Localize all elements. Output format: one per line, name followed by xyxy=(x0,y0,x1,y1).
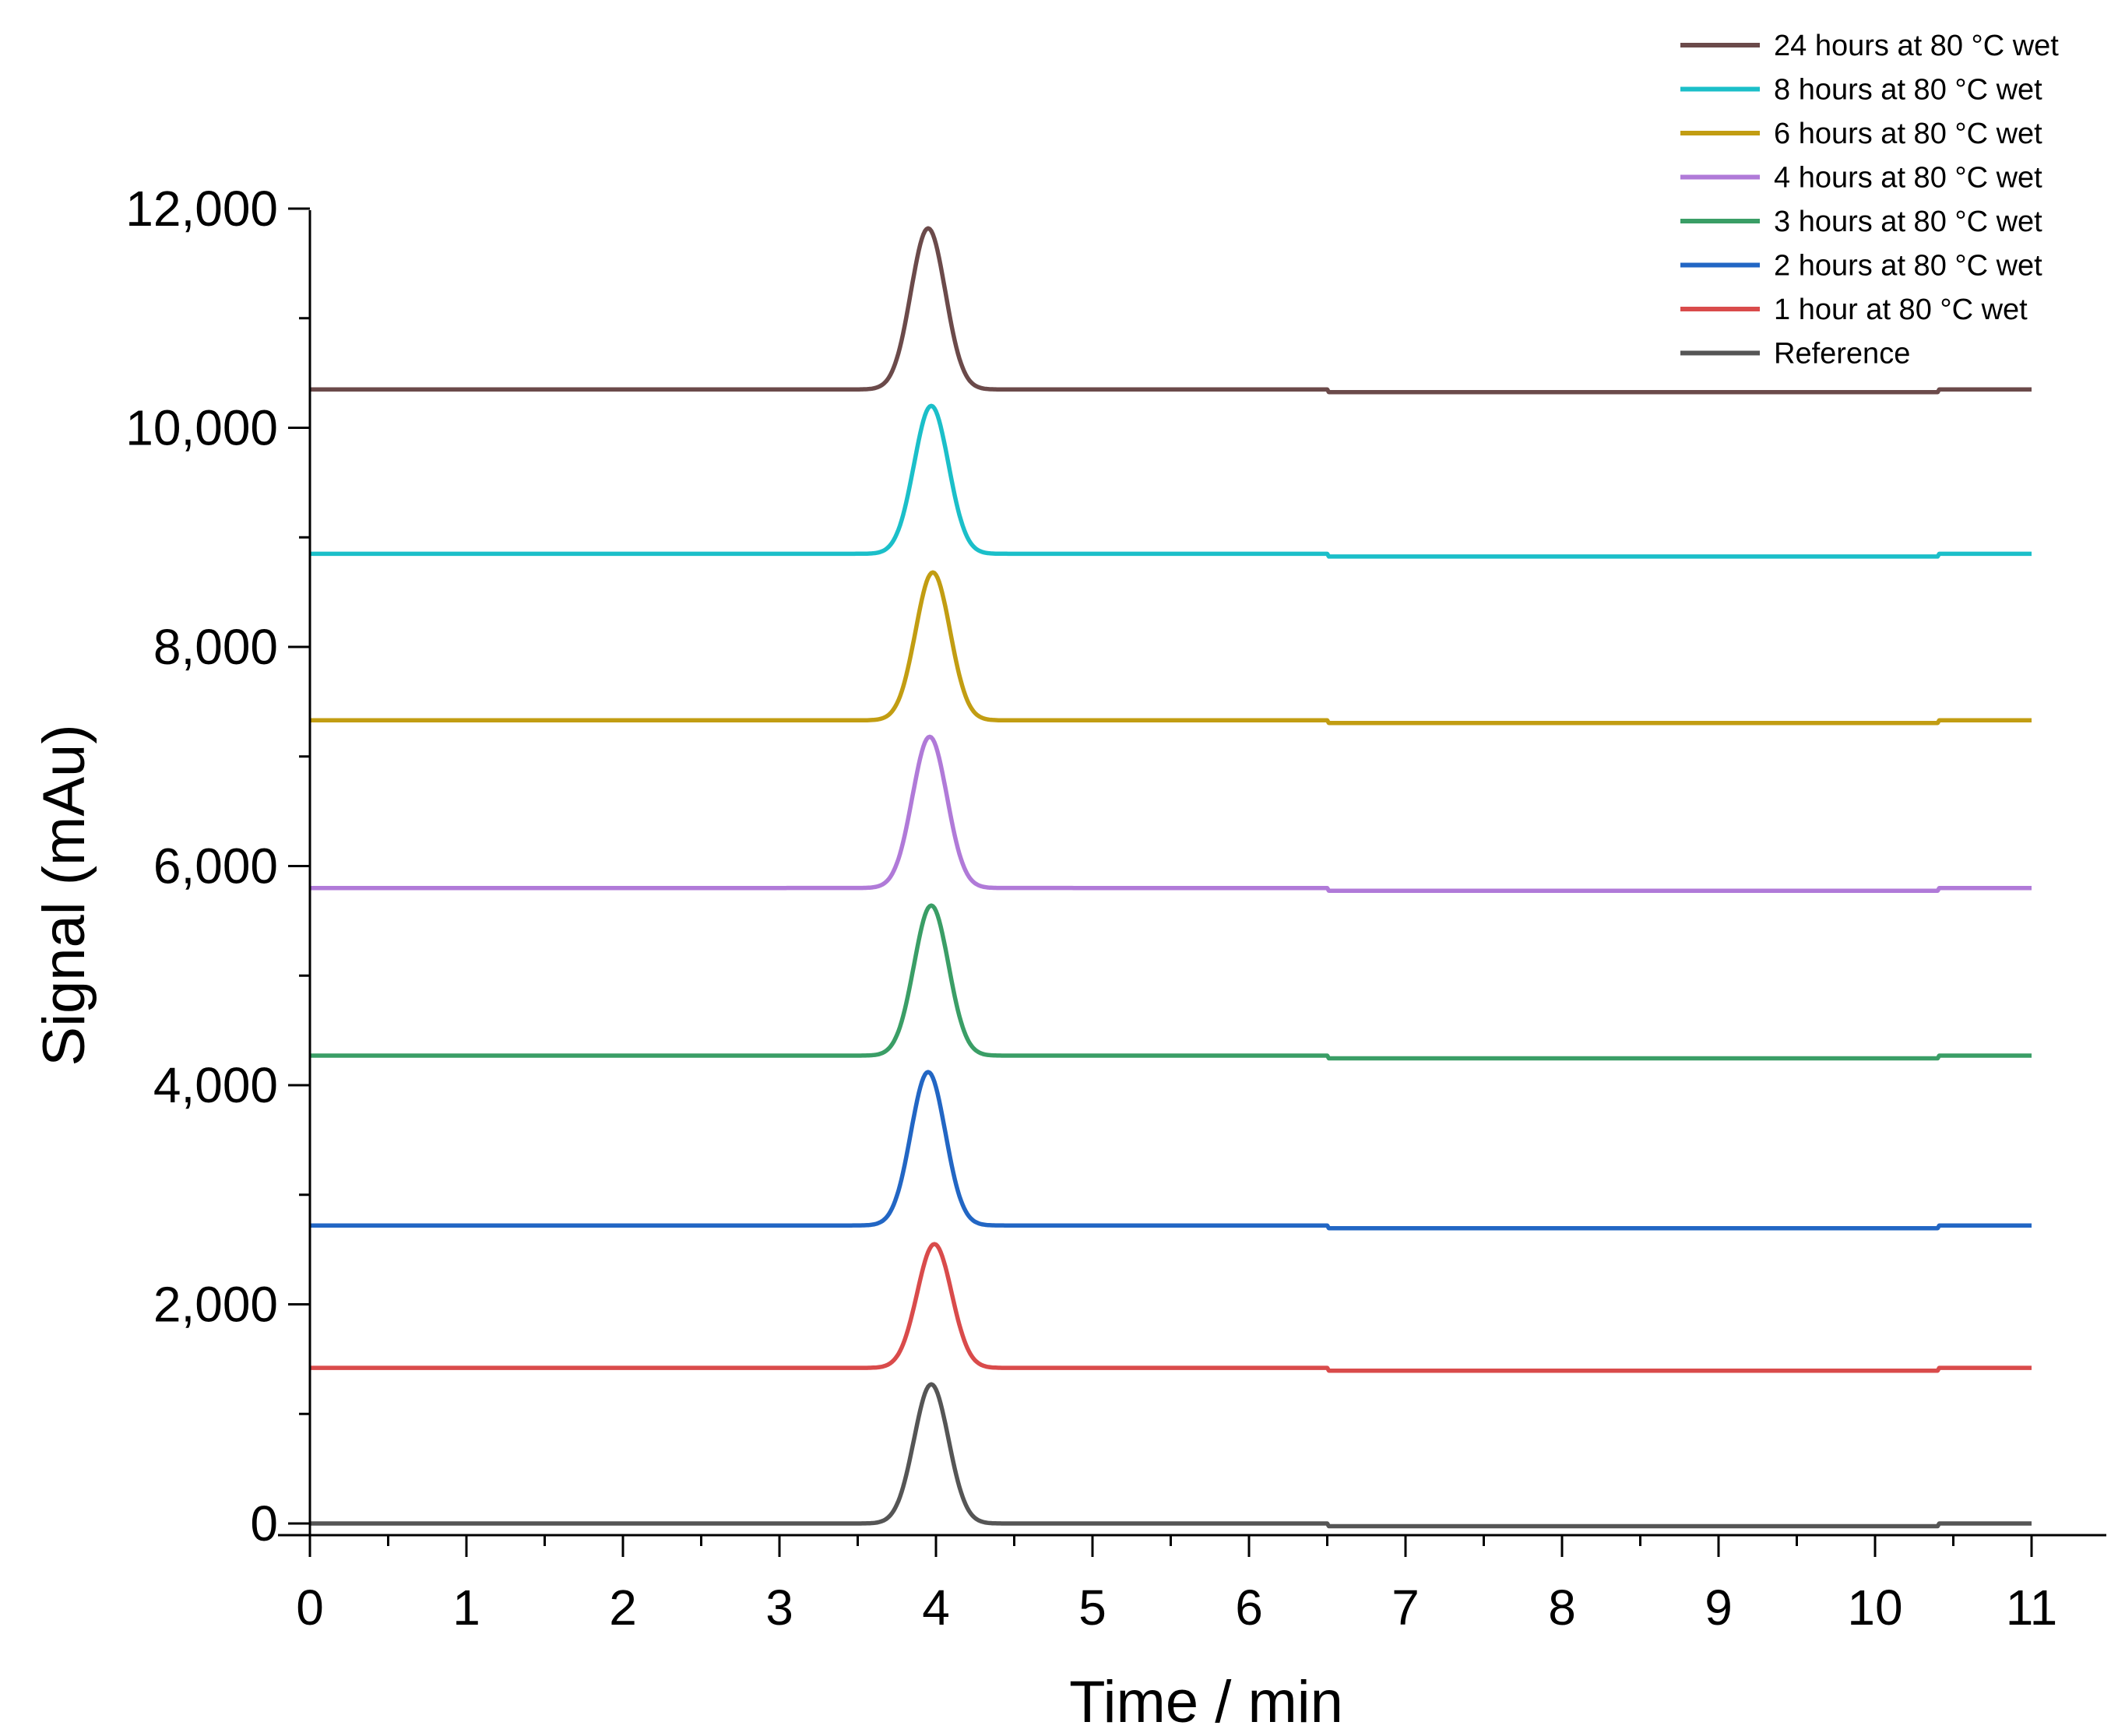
series-line xyxy=(309,734,2032,893)
y-tick-label: 6,000 xyxy=(153,838,278,894)
series-line xyxy=(309,1242,2032,1373)
x-tick-label: 7 xyxy=(1391,1580,1420,1636)
x-tick-label: 11 xyxy=(2006,1580,2057,1636)
legend-label: 2 hours at 80 °C wet xyxy=(1774,250,2042,283)
legend-label: 4 hours at 80 °C wet xyxy=(1774,162,2042,195)
x-tick-label: 3 xyxy=(765,1580,793,1636)
x-tick-label: 0 xyxy=(296,1580,324,1636)
series-line xyxy=(309,1070,2032,1231)
series-line xyxy=(309,903,2032,1061)
legend-label: 1 hour at 80 °C wet xyxy=(1774,293,2028,326)
x-ticks: 0 1 2 3 4 5 6 7 8 9 10 11 xyxy=(296,1535,2057,1636)
x-tick-label: 1 xyxy=(452,1580,480,1636)
legend-label: 8 hours at 80 °C wet xyxy=(1774,74,2042,107)
series-line xyxy=(309,403,2032,559)
legend: 24 hours at 80 °C wet 8 hours at 80 °C we… xyxy=(1680,30,2059,371)
y-tick-label: 12,000 xyxy=(125,181,278,237)
series-line xyxy=(309,570,2032,726)
series-line xyxy=(309,1382,2032,1529)
x-tick-label: 9 xyxy=(1705,1580,1733,1636)
x-tick-label: 10 xyxy=(1847,1580,1902,1636)
x-tick-label: 8 xyxy=(1548,1580,1576,1636)
y-tick-label: 2,000 xyxy=(153,1277,278,1333)
y-axis-title: Signal (mAu) xyxy=(31,724,97,1066)
y-tick-label: 0 xyxy=(250,1495,278,1552)
series-layer xyxy=(309,226,2032,1529)
x-tick-label: 5 xyxy=(1078,1580,1106,1636)
legend-label: 3 hours at 80 °C wet xyxy=(1774,206,2042,238)
x-axis-title: Time / min xyxy=(1069,1669,1343,1735)
y-ticks: 0 2,000 4,000 6,000 8,000 10,000 12,000 xyxy=(125,181,310,1552)
y-tick-label: 4,000 xyxy=(153,1057,278,1113)
legend-label: 24 hours at 80 °C wet xyxy=(1774,30,2059,62)
y-tick-label: 10,000 xyxy=(125,400,278,456)
x-tick-label: 2 xyxy=(609,1580,637,1636)
series-line xyxy=(309,226,2032,395)
axes-layer xyxy=(278,210,2106,1537)
y-tick-label: 8,000 xyxy=(153,619,278,675)
legend-label: Reference xyxy=(1774,338,1910,371)
x-tick-label: 4 xyxy=(922,1580,950,1636)
legend-label: 6 hours at 80 °C wet xyxy=(1774,118,2042,150)
x-tick-label: 6 xyxy=(1235,1580,1263,1636)
